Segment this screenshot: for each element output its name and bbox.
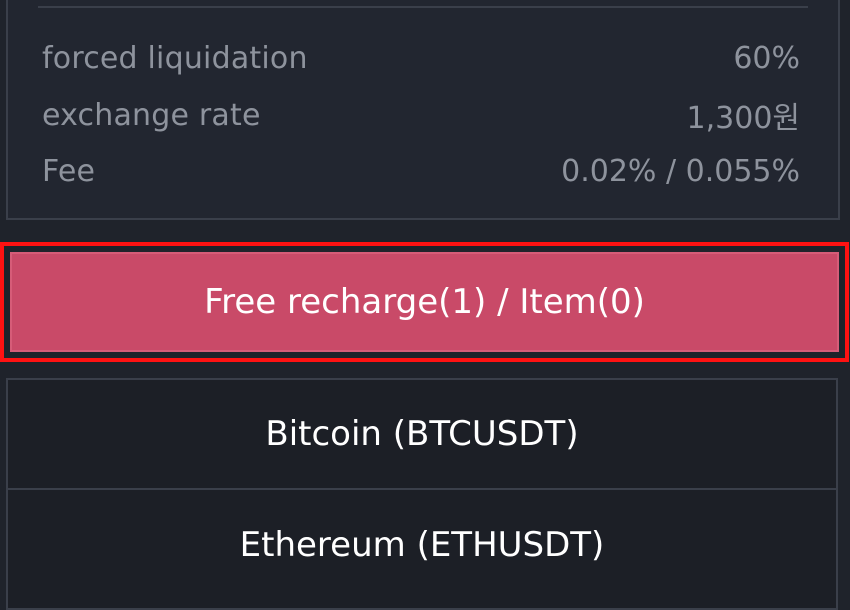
coin-list: Bitcoin (BTCUSDT) Ethereum (ETHUSDT) (6, 378, 838, 610)
info-row-exchange-rate: exchange rate 1,300원 (42, 95, 800, 137)
recharge-highlight-frame: Free recharge(1) / Item(0) (0, 242, 849, 362)
info-value: 60% (733, 40, 800, 76)
info-value: 1,300원 (686, 101, 800, 136)
coin-item-ethereum[interactable]: Ethereum (ETHUSDT) (239, 525, 605, 565)
info-panel: forced liquidation 60% exchange rate 1,3… (6, 0, 840, 220)
info-divider (38, 6, 808, 8)
info-row-fee: Fee 0.02% / 0.055% (42, 151, 800, 191)
info-row-forced-liquidation: forced liquidation 60% (42, 38, 800, 78)
coin-item-bitcoin[interactable]: Bitcoin (BTCUSDT) (8, 380, 836, 490)
free-recharge-button[interactable]: Free recharge(1) / Item(0) (10, 252, 839, 352)
info-value: 0.02% / 0.055% (561, 153, 800, 189)
info-label: Fee (42, 153, 96, 189)
info-label: forced liquidation (42, 40, 308, 76)
info-label: exchange rate (42, 97, 261, 133)
